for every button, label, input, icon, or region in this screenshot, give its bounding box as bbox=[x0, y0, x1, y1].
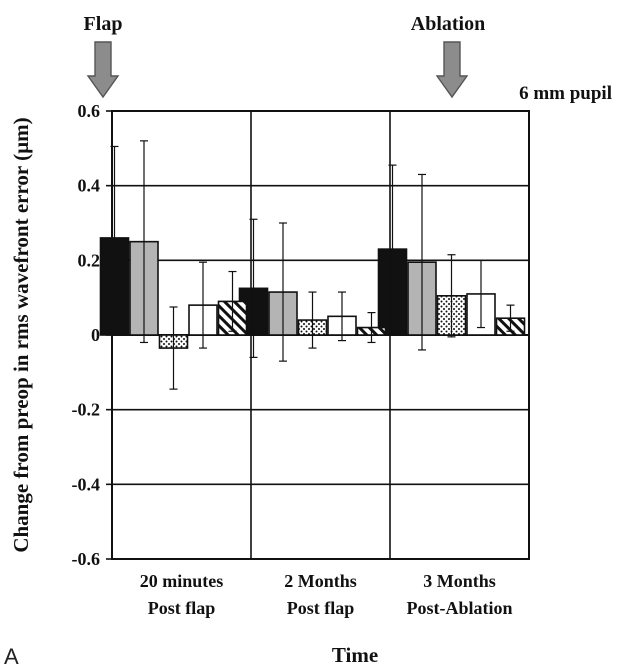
flap-annotation-label: Flap bbox=[84, 13, 123, 35]
y-axis-label: Change from preop in rms wavefront error… bbox=[9, 117, 33, 552]
category-label-line1: 20 minutes bbox=[140, 571, 224, 591]
interval-dividers bbox=[250, 111, 391, 559]
pupil-size-label: 6 mm pupil bbox=[519, 83, 612, 104]
y-tick-label: -0.6 bbox=[72, 549, 101, 569]
y-tick-label: 0.2 bbox=[78, 250, 101, 270]
flap-arrow-icon bbox=[86, 41, 120, 99]
category-label-line2: Post flap bbox=[148, 598, 216, 618]
ablation-arrow-icon bbox=[435, 41, 469, 99]
x-axis-label: Time bbox=[332, 643, 378, 667]
y-tick-label: -0.2 bbox=[72, 400, 101, 420]
category-label-line2: Post flap bbox=[287, 598, 355, 618]
ablation-annotation-label: Ablation bbox=[411, 13, 485, 35]
y-tick-label: 0.4 bbox=[78, 176, 101, 196]
y-tick-label: -0.4 bbox=[72, 474, 101, 494]
category-label-line2: Post-Ablation bbox=[406, 598, 512, 618]
category-label-line1: 2 Months bbox=[284, 571, 357, 591]
y-tick-label: 0.6 bbox=[78, 101, 101, 121]
category-label-line1: 3 Months bbox=[423, 571, 496, 591]
y-tick-labels: 0.6 0.4 0.2 0 -0.2 -0.4 -0.6 bbox=[72, 101, 112, 569]
annotation-arrows bbox=[86, 41, 469, 99]
y-tick-label: 0 bbox=[91, 325, 100, 345]
x-category-labels: 20 minutes Post flap 2 Months Post flap 3 Mo… bbox=[140, 571, 513, 618]
panel-label: A bbox=[4, 644, 19, 669]
error-bars bbox=[110, 140, 515, 390]
